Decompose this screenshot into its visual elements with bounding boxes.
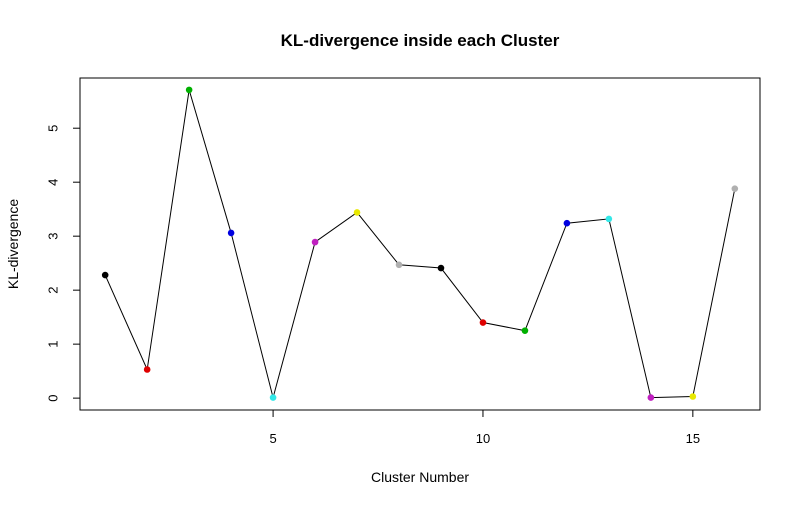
y-tick-label: 2 bbox=[45, 287, 60, 294]
chart-title: KL-divergence inside each Cluster bbox=[281, 31, 560, 50]
data-point bbox=[353, 209, 361, 216]
data-point bbox=[227, 229, 235, 237]
x-axis-label: Cluster Number bbox=[371, 469, 469, 485]
x-tick-label: 5 bbox=[269, 431, 276, 446]
data-point bbox=[647, 394, 655, 401]
data-point bbox=[731, 185, 739, 192]
data-point bbox=[143, 366, 151, 373]
data-point bbox=[185, 86, 193, 94]
data-point bbox=[395, 261, 403, 269]
data-point bbox=[605, 215, 613, 223]
y-axis: 0 1 2 3 4 5 bbox=[45, 125, 81, 402]
data-point bbox=[563, 219, 571, 227]
y-axis-label: KL-divergence bbox=[5, 199, 21, 289]
y-tick-label: 0 bbox=[45, 395, 60, 402]
plot-frame bbox=[79, 77, 761, 411]
data-point bbox=[269, 394, 277, 401]
y-tick-label: 5 bbox=[45, 125, 60, 132]
data-point bbox=[437, 264, 445, 272]
data-point bbox=[521, 327, 529, 334]
data-point bbox=[101, 271, 109, 279]
x-axis: 5 10 15 bbox=[269, 409, 700, 446]
y-tick-label: 4 bbox=[45, 179, 60, 186]
x-tick-label: 15 bbox=[686, 431, 700, 446]
data-point bbox=[479, 319, 487, 326]
data-point bbox=[689, 393, 697, 400]
series-line bbox=[104, 89, 736, 400]
data-point bbox=[311, 238, 319, 246]
y-tick-label: 3 bbox=[45, 233, 60, 240]
x-tick-label: 10 bbox=[476, 431, 490, 446]
data-points bbox=[101, 86, 739, 401]
y-tick-label: 1 bbox=[45, 341, 60, 348]
